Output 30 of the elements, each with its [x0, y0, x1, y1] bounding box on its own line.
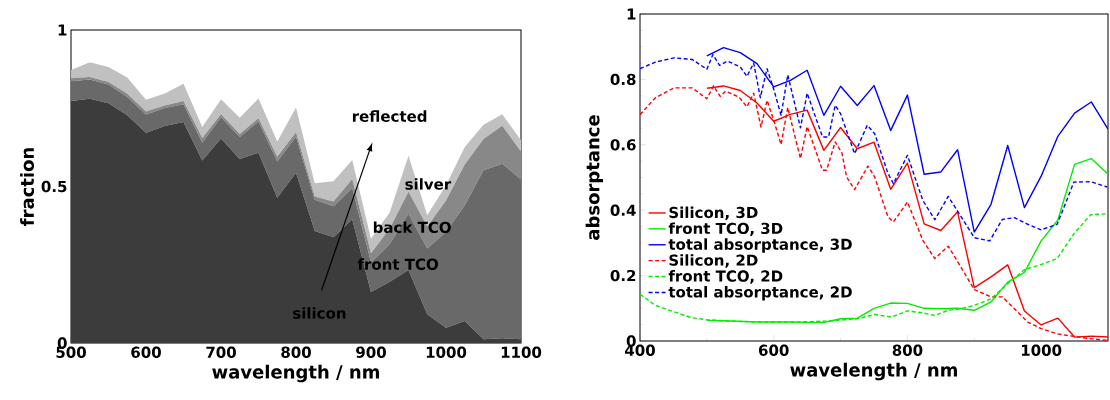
y-axis-title: absorptance — [585, 115, 604, 240]
y-axis-title: fraction — [20, 148, 35, 226]
y-tick-label: 0.6 — [610, 139, 636, 151]
y-tick-label: 0.4 — [610, 204, 636, 216]
x-tick-label: 700 — [206, 346, 236, 358]
legend-label: Silicon, 2D — [669, 254, 758, 268]
y-tick-label: 1 — [58, 24, 67, 36]
x-tick-label: 900 — [356, 346, 386, 358]
x-tick-label: 600 — [758, 344, 789, 356]
legend-label: total absorptance, 2D — [668, 286, 852, 301]
annotation: silver — [405, 178, 452, 190]
y-tick-label: 0.2 — [610, 269, 636, 282]
y-tick-label: 1 — [627, 8, 636, 20]
x-tick-label: 1000 — [426, 346, 467, 358]
x-axis-title: wavelength / nm — [790, 362, 958, 381]
annotation: reflected — [352, 110, 427, 122]
legend-label: total absorptance, 3D — [668, 238, 852, 253]
x-tick-label: 800 — [281, 346, 311, 358]
annotation: front TCO — [357, 258, 438, 270]
y-tick-label: 0.8 — [610, 73, 636, 86]
legend-label: front TCO, 2D — [668, 270, 783, 284]
x-tick-label: 1000 — [1021, 344, 1062, 356]
x-axis-title: wavelength / nm — [212, 364, 380, 383]
annotation: silicon — [293, 307, 346, 319]
legend-label: Silicon, 3D — [669, 206, 758, 221]
y-tick-label: 0.5 — [41, 180, 67, 193]
x-tick-label: 800 — [892, 344, 923, 356]
x-tick-label: 600 — [131, 346, 161, 358]
legend-label: front TCO, 3D — [668, 222, 783, 236]
x-tick-label: 1100 — [501, 346, 542, 358]
